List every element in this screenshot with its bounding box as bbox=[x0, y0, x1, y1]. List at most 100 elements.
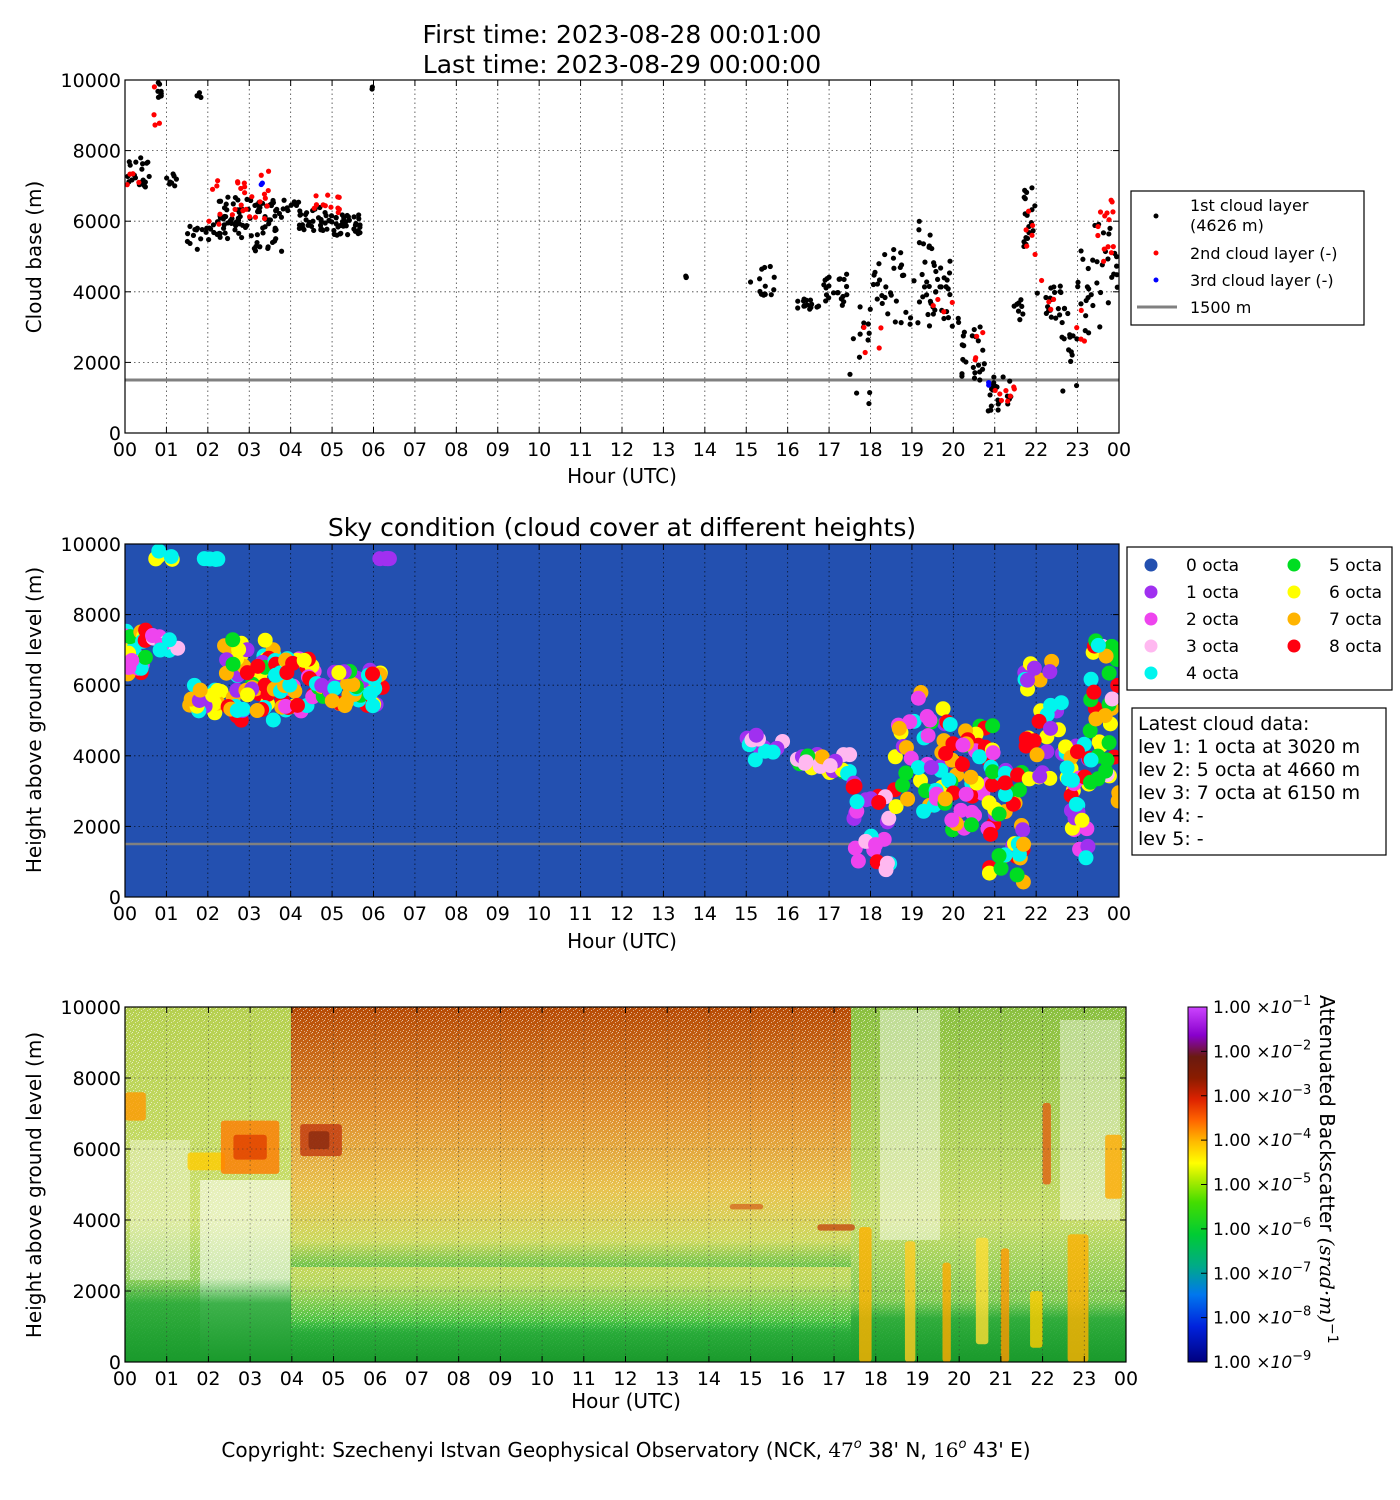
cloud-base-point bbox=[795, 298, 801, 304]
octa-legend-marker bbox=[1144, 558, 1158, 572]
cloud-base-point bbox=[356, 212, 362, 218]
octa-point bbox=[265, 712, 281, 728]
cloud-base-point bbox=[262, 195, 268, 201]
x-tick-label: 20 bbox=[947, 1368, 971, 1390]
backscatter-grid bbox=[125, 1007, 1126, 1362]
cloud-base-point bbox=[235, 180, 241, 186]
backscatter-cloud-feature bbox=[1105, 1134, 1122, 1199]
cloud-base-point bbox=[242, 224, 249, 231]
cloud-base-point bbox=[959, 373, 965, 379]
backscatter-cloud-feature bbox=[1042, 1102, 1051, 1185]
octa-point bbox=[249, 703, 265, 719]
cloud-base-point bbox=[933, 289, 939, 295]
octa-point bbox=[1043, 720, 1059, 736]
cloud-base-chart: 00 01 02 03 04 05 06 07 08 09 10 11 12 13 14 15 16 17 18 19… bbox=[22, 70, 1131, 488]
cloud-base-point bbox=[151, 112, 157, 118]
x-tick-label: 09 bbox=[486, 903, 510, 925]
latest-cloud-lev5: lev 5: - bbox=[1138, 828, 1204, 850]
octa-point bbox=[257, 632, 273, 648]
cloud-base-point bbox=[223, 214, 229, 220]
cloud-base-point bbox=[1088, 292, 1094, 298]
copyright-lon-degree-mark: o bbox=[959, 1437, 967, 1452]
cloud-base-point bbox=[324, 226, 330, 232]
cloud-base-point bbox=[973, 355, 979, 361]
octa-point bbox=[1083, 671, 1099, 687]
cloud-base-point bbox=[249, 194, 255, 200]
octa-point bbox=[922, 712, 938, 728]
cloud-base-point bbox=[318, 219, 325, 225]
cloud-base-point bbox=[252, 248, 259, 254]
cloud-base-point bbox=[345, 232, 351, 238]
x-tick-label: 14 bbox=[693, 439, 717, 461]
cloud-base-point bbox=[920, 294, 926, 300]
cloud-base-point bbox=[207, 226, 214, 232]
cloud-base-point bbox=[1110, 209, 1116, 215]
cloud-base-point bbox=[916, 227, 922, 233]
cloud-base-point bbox=[1113, 263, 1119, 269]
x-tick-label: 06 bbox=[361, 439, 385, 461]
cloud-base-point bbox=[768, 292, 774, 298]
cloud-base-point bbox=[1025, 208, 1032, 214]
cloud-base-point bbox=[138, 155, 144, 161]
x-tick-label: 02 bbox=[196, 1368, 220, 1390]
octa-point bbox=[1082, 774, 1098, 790]
cloud-base-point bbox=[1030, 228, 1036, 234]
backscatter-colorbar: 1.00 ×10−9 1.00 ×10−8 1.00 ×10−7 1.00 ×10−6… bbox=[1187, 994, 1340, 1373]
octa-point bbox=[887, 749, 903, 765]
cloud-base-point bbox=[841, 276, 847, 283]
octa-point bbox=[878, 862, 894, 878]
x-tick-label: 20 bbox=[941, 903, 965, 925]
cloud-base-point bbox=[164, 175, 170, 181]
cloud-base-point bbox=[336, 206, 342, 212]
cloud-base-point bbox=[944, 277, 950, 283]
cloud-base-point bbox=[941, 315, 947, 322]
cloud-base-point bbox=[922, 259, 928, 265]
cloud-base-point bbox=[266, 221, 272, 227]
cloud-base-point bbox=[241, 180, 247, 186]
backscatter-cloud-feature bbox=[729, 1204, 764, 1210]
octa-point bbox=[1016, 836, 1032, 852]
cloud-base-point bbox=[876, 261, 882, 267]
cloud-base-point bbox=[242, 190, 248, 196]
cloud-base-point bbox=[907, 315, 914, 321]
cloud-base-point bbox=[892, 319, 898, 325]
cloud-base-point bbox=[171, 173, 177, 179]
x-tick-label: 04 bbox=[280, 1368, 304, 1390]
x-tick-label: 12 bbox=[613, 1368, 637, 1390]
cloud-base-point bbox=[242, 184, 248, 190]
octa-legend-marker bbox=[1144, 612, 1158, 626]
x-tick-label: 00 bbox=[1114, 1368, 1138, 1390]
cloud-base-point bbox=[240, 208, 246, 214]
cloud-base-point bbox=[898, 250, 904, 256]
octa-point bbox=[327, 680, 343, 696]
octa-point bbox=[1009, 867, 1025, 883]
cloud-base-point bbox=[252, 214, 259, 220]
sky-condition-y-ticks: 0 2000 4000 6000 8000 10000 bbox=[61, 534, 1119, 909]
cloud-base-point bbox=[265, 168, 272, 174]
octa-point bbox=[250, 658, 266, 674]
cloud-base-point bbox=[260, 225, 266, 231]
octa-legend-label: 7 octa bbox=[1329, 610, 1382, 630]
x-tick-label: 13 bbox=[651, 439, 675, 461]
cloud-base-point bbox=[1097, 289, 1104, 296]
cloud-base-point bbox=[1022, 196, 1028, 202]
backscatter-cloud-feature bbox=[1067, 1234, 1089, 1362]
cloud-base-point bbox=[756, 276, 763, 282]
cloud-base-point bbox=[203, 229, 209, 235]
legend-label-1st-layer: 1st cloud layer bbox=[1190, 196, 1309, 215]
cloud-base-point bbox=[281, 197, 287, 203]
cloud-base-point bbox=[229, 212, 235, 218]
cloud-base-point bbox=[941, 309, 947, 315]
cloud-base-point bbox=[1090, 302, 1096, 309]
x-tick-label: 01 bbox=[154, 439, 178, 461]
cloud-base-point bbox=[977, 324, 983, 330]
cloud-base-point bbox=[1114, 272, 1119, 278]
cloud-base-point bbox=[278, 248, 285, 254]
backscatter-boundary-layer-2 bbox=[291, 1320, 851, 1362]
octa-point bbox=[845, 779, 861, 795]
cloud-base-point bbox=[194, 93, 200, 99]
cloud-base-point bbox=[887, 290, 894, 296]
cloud-base-point bbox=[1075, 284, 1081, 290]
octa-point bbox=[1043, 697, 1059, 713]
octa-point bbox=[1098, 648, 1114, 664]
